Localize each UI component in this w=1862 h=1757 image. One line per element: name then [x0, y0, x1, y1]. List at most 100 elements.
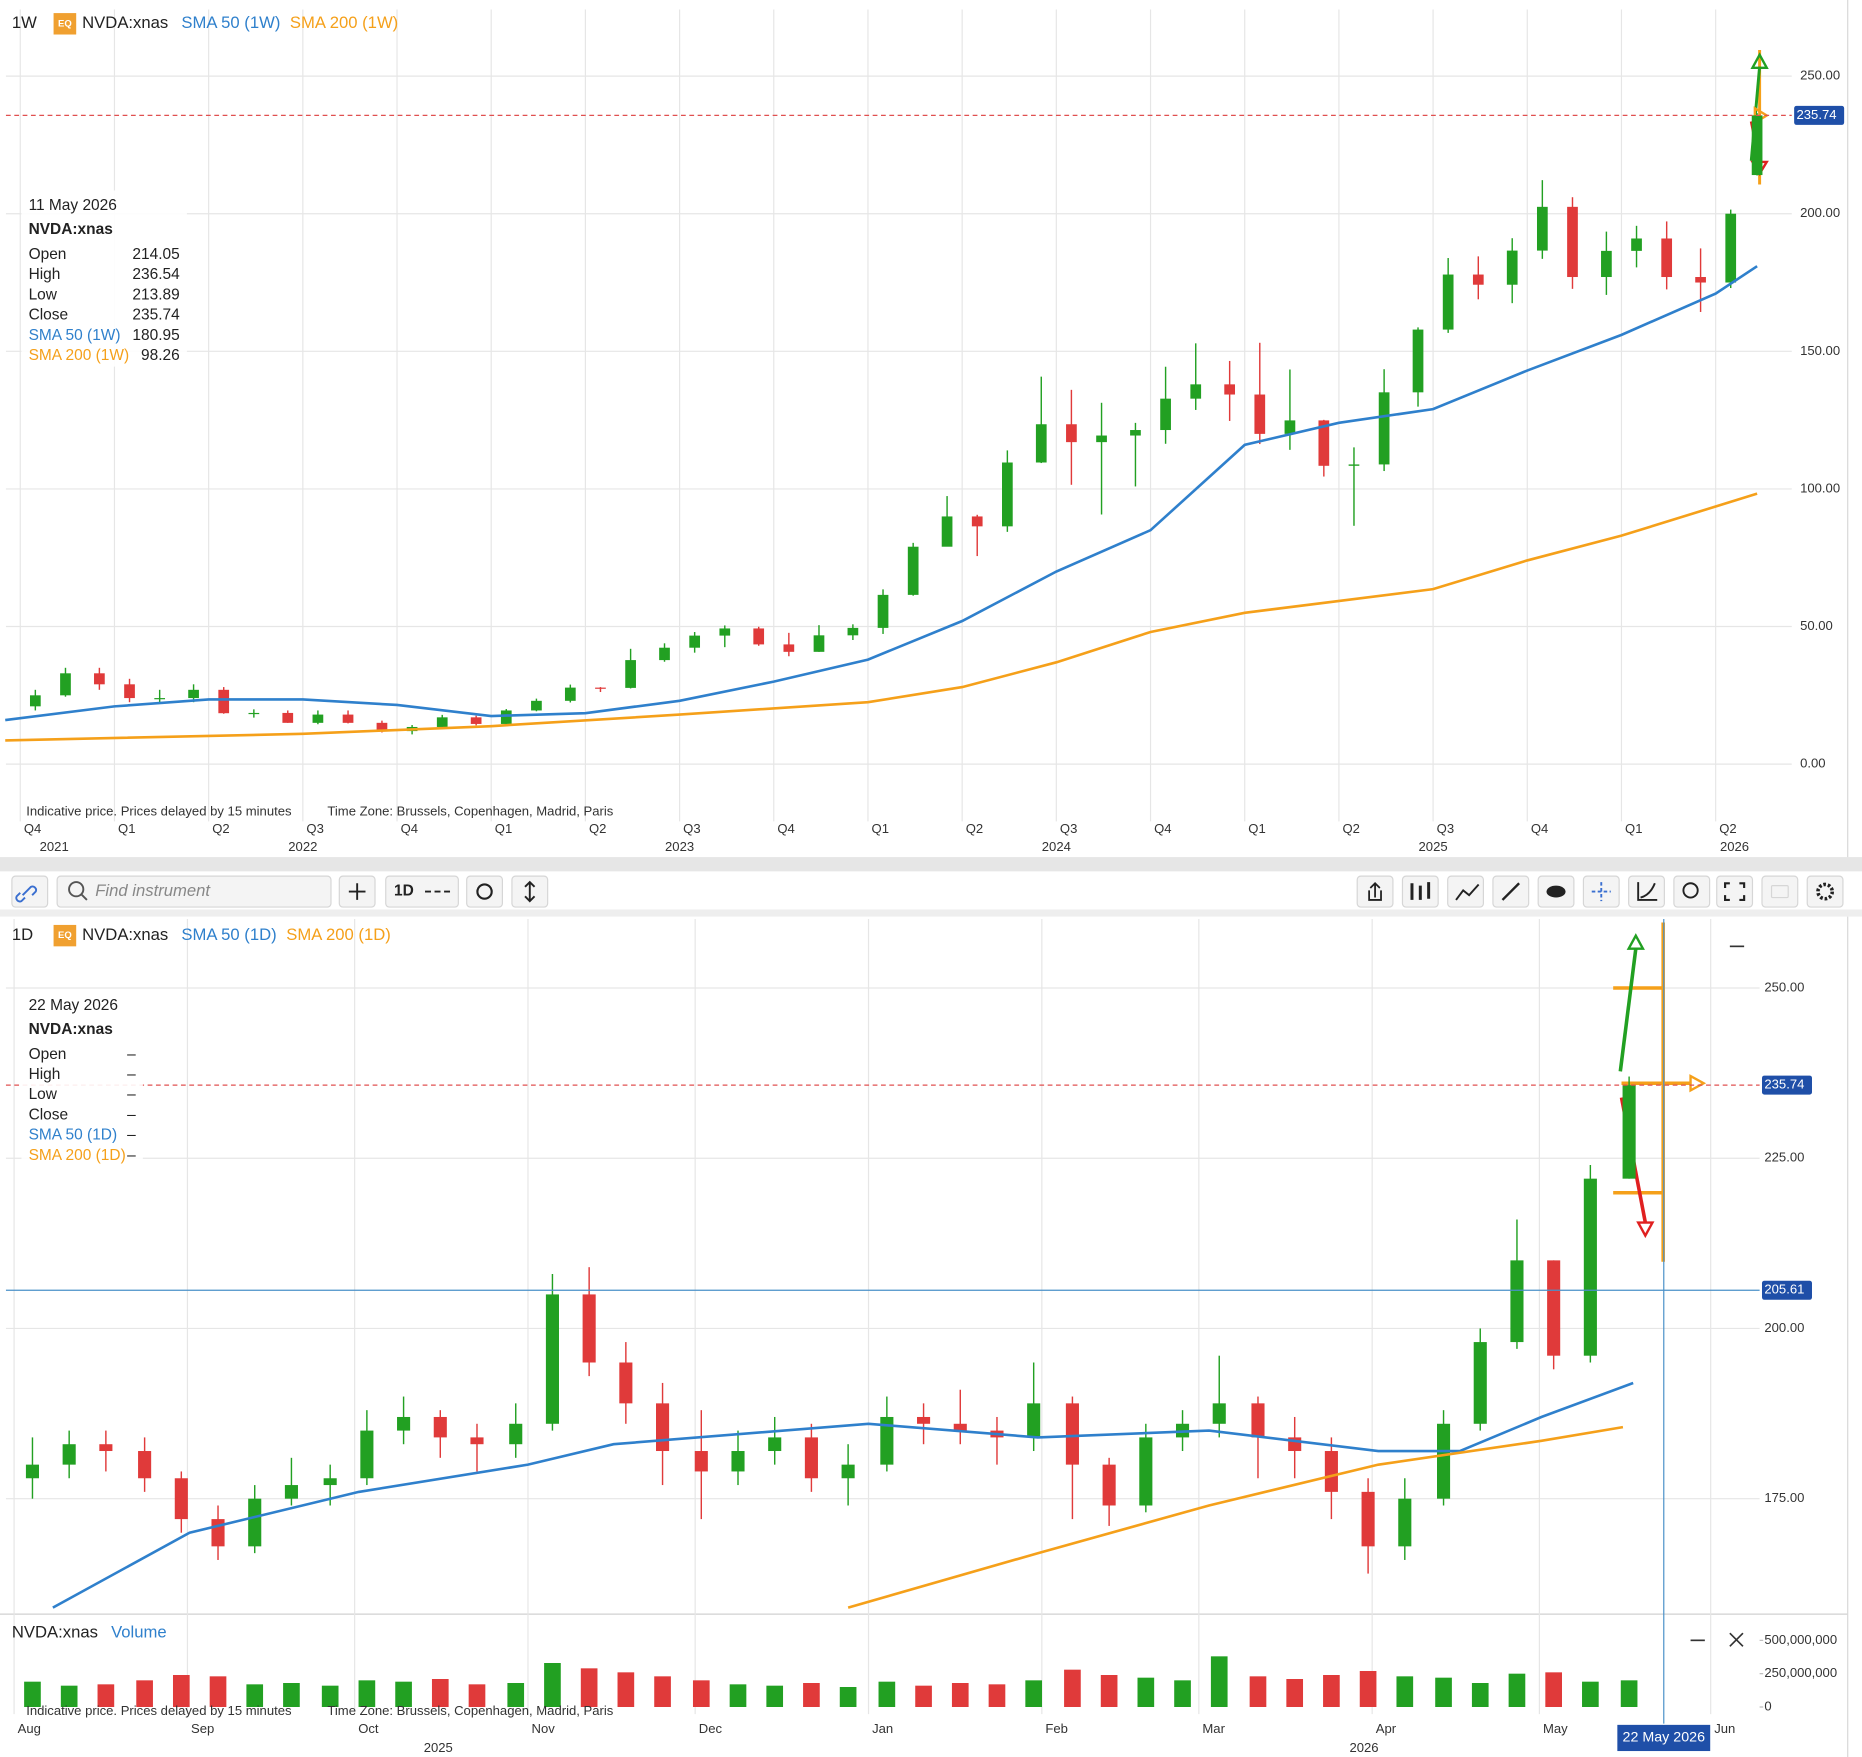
- close-pane[interactable]: [1729, 1632, 1744, 1647]
- candle-body: [1102, 1464, 1116, 1506]
- volume-bar: [1435, 1677, 1452, 1708]
- candle-body: [1212, 1403, 1226, 1424]
- x-tick-label: Q4: [1154, 821, 1171, 836]
- search-placeholder: Find instrument: [95, 881, 211, 900]
- y-tick-label: 225.00: [1764, 1150, 1804, 1165]
- legend-symbol: NVDA:xnas: [82, 13, 168, 32]
- legend-symbol: NVDA:xnas: [12, 1623, 98, 1642]
- zoom-button[interactable]: [1673, 875, 1711, 908]
- fullscreen-button[interactable]: [1716, 875, 1754, 908]
- candle-body: [284, 1485, 298, 1499]
- last-price-label: 235.74: [1764, 1077, 1804, 1092]
- candle-body: [753, 628, 765, 645]
- volume-bar: [321, 1685, 339, 1708]
- x-tick-label: Apr: [1376, 1721, 1397, 1736]
- volume-bar: [1025, 1680, 1043, 1708]
- candle-body: [941, 516, 953, 547]
- candle-body: [1065, 1403, 1079, 1465]
- separator: [0, 857, 1862, 872]
- year-label: 2023: [665, 839, 694, 854]
- candle-body: [509, 1423, 523, 1445]
- candle-body: [877, 594, 889, 628]
- sort-icon: [524, 880, 536, 903]
- info-value: –: [127, 1106, 136, 1123]
- info-value: –: [127, 1127, 136, 1144]
- sma-line: [5, 492, 1758, 742]
- candle-body: [625, 660, 636, 688]
- last-price-label: 235.74: [1797, 107, 1837, 122]
- candle-body: [1130, 430, 1141, 436]
- info-symbol: NVDA:xnas: [29, 1021, 113, 1038]
- volume-bar: [246, 1684, 264, 1708]
- candle-body: [1348, 464, 1360, 466]
- refresh-button[interactable]: [466, 875, 504, 908]
- scale-button[interactable]: [1628, 875, 1665, 908]
- y-tick-label: 250,000,000: [1764, 1665, 1837, 1680]
- candle-body: [1510, 1260, 1524, 1343]
- y-tick-label: 0.00: [1800, 756, 1825, 771]
- volume-bar: [60, 1685, 78, 1708]
- candle-body: [545, 1294, 559, 1424]
- volume-bar: [580, 1668, 598, 1708]
- candle-body: [1251, 1403, 1265, 1438]
- x-tick-label: Q2: [1719, 821, 1736, 836]
- volume-bar: [544, 1663, 561, 1708]
- volume-bar: [1508, 1673, 1526, 1708]
- settings-icon: [1816, 882, 1835, 901]
- volume-bar: [1100, 1675, 1118, 1708]
- candle-body: [1035, 424, 1047, 463]
- volume-bar: [1396, 1676, 1414, 1708]
- info-label: SMA 50 (1W): [29, 327, 121, 344]
- info-value: 213.89: [132, 286, 179, 303]
- interval-button[interactable]: [385, 875, 459, 908]
- settings-button[interactable]: [1806, 875, 1844, 908]
- x-tick-label: Q2: [1342, 821, 1359, 836]
- candle-body: [124, 684, 135, 699]
- volume-bar: [1620, 1680, 1638, 1708]
- candle-body: [360, 1430, 374, 1479]
- candle-body: [689, 635, 701, 648]
- x-tick-label: Q3: [1437, 821, 1454, 836]
- x-tick-label: Q3: [683, 821, 700, 836]
- x-tick-label: Q4: [24, 821, 41, 836]
- candle-body: [1284, 420, 1296, 434]
- volume-bar: [507, 1683, 525, 1708]
- x-tick-label: Q2: [589, 821, 606, 836]
- info-label: Open: [29, 246, 67, 263]
- volume-bar: [878, 1681, 896, 1708]
- link-button[interactable]: [11, 875, 49, 908]
- candle-body: [656, 1403, 670, 1452]
- fullscreen-icon: [1724, 882, 1746, 901]
- interval-label: 1D: [394, 883, 414, 900]
- candle-body: [1751, 115, 1763, 176]
- candle-body: [971, 516, 983, 527]
- volume-bar: [654, 1676, 671, 1708]
- last-price-tag: [1761, 1075, 1812, 1095]
- sma-line: [5, 265, 1758, 722]
- candle-body: [1442, 274, 1454, 330]
- candle-body: [841, 1464, 855, 1479]
- info-label: Close: [29, 1106, 69, 1123]
- y-tick-label: 175.00: [1764, 1490, 1804, 1505]
- x-tick-label: Q3: [1060, 821, 1077, 836]
- x-tick-label: Q4: [1531, 821, 1548, 836]
- share-icon: [1368, 881, 1382, 901]
- candle-body: [312, 714, 324, 723]
- candle-body: [694, 1451, 708, 1472]
- x-tick-label: Aug: [18, 1721, 41, 1736]
- volume-bar: [358, 1680, 376, 1708]
- candle-body: [1002, 462, 1013, 527]
- search-box[interactable]: [56, 875, 332, 908]
- y-tick-label: 50.00: [1800, 618, 1833, 633]
- volume-bar: [1064, 1669, 1081, 1708]
- volume-bar: [1174, 1680, 1191, 1708]
- candle-body: [433, 1416, 447, 1438]
- volume-bar: [395, 1681, 412, 1708]
- info-box: [21, 990, 143, 1161]
- candle-body: [1631, 238, 1642, 251]
- year-label: 2024: [1042, 839, 1071, 854]
- info-label: SMA 200 (1D): [29, 1147, 126, 1164]
- candle-body: [282, 712, 294, 723]
- candle-body: [1160, 398, 1171, 431]
- x-tick-label: Q4: [777, 821, 794, 836]
